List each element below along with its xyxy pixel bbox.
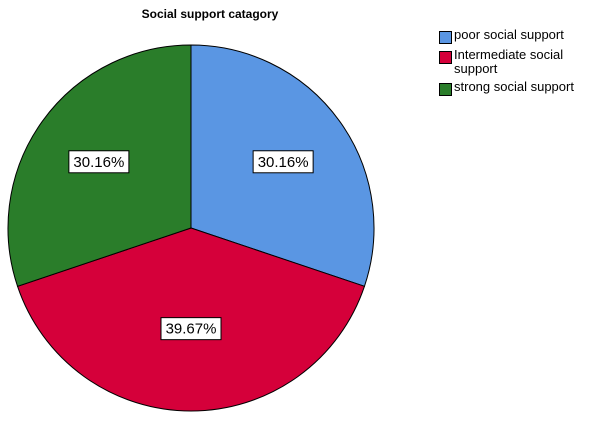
slice-label-text-intermediate: 39.67%	[166, 321, 217, 338]
legend: poor social support Intermediate social …	[439, 28, 589, 100]
legend-swatch-intermediate	[439, 51, 452, 64]
legend-swatch-poor	[439, 31, 452, 44]
slice-label-box-poor	[252, 150, 314, 174]
legend-label-strong: strong social support	[454, 79, 574, 94]
slice-label-strong: 30.16%	[68, 150, 130, 174]
slice-label-poor: 30.16%	[252, 150, 314, 174]
legend-label-poor: poor social support	[454, 27, 564, 42]
legend-item-strong: strong social support	[439, 80, 589, 96]
legend-item-intermediate: Intermediate social support	[439, 48, 589, 76]
slice-label-text-poor: 30.16%	[258, 154, 309, 171]
legend-label-intermediate: Intermediate social support	[454, 47, 564, 76]
chart-title: Social support catagory	[141, 7, 279, 21]
legend-swatch-strong	[439, 83, 452, 96]
slice-label-text-strong: 30.16%	[73, 154, 124, 171]
slice-label-box-strong	[68, 150, 130, 174]
legend-item-poor: poor social support	[439, 28, 589, 44]
slice-label-intermediate: 39.67%	[160, 317, 222, 341]
slice-label-box-intermediate	[160, 317, 222, 341]
